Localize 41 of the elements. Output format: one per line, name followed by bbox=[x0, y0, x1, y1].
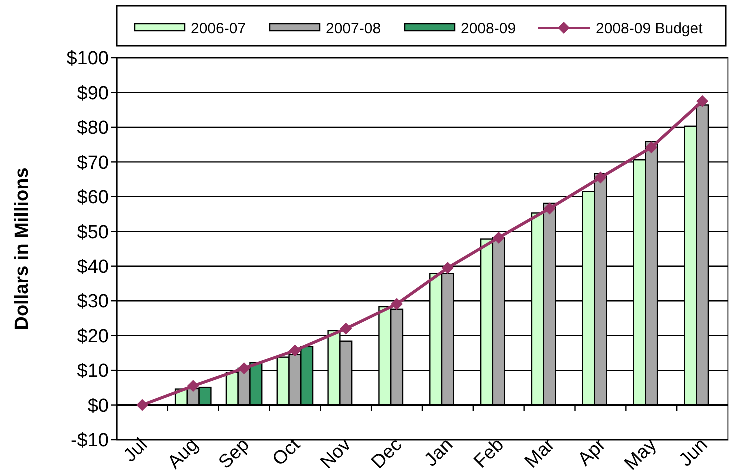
x-tick-label: Jan bbox=[420, 434, 458, 472]
x-tick-label: Mar bbox=[521, 434, 560, 473]
y-tick-label: -$10 bbox=[70, 430, 109, 452]
x-tick-label: May bbox=[620, 434, 662, 475]
point bbox=[391, 298, 404, 310]
x-tick-label: Oct bbox=[268, 434, 306, 470]
y-tick-label: $30 bbox=[77, 292, 109, 313]
y-tick-label: $20 bbox=[77, 326, 109, 348]
y-tick-label: $60 bbox=[77, 188, 109, 209]
x-tick-label: Jul bbox=[120, 434, 152, 467]
y-tick-label: $70 bbox=[77, 152, 109, 174]
point bbox=[289, 344, 302, 357]
x-tick-label: Aug bbox=[164, 434, 203, 474]
y-tick-label: $50 bbox=[77, 222, 109, 244]
point bbox=[544, 202, 556, 215]
point bbox=[594, 172, 607, 184]
y-tick-label: $100 bbox=[66, 48, 109, 70]
legend-label: 2008-09 Budget bbox=[596, 20, 704, 38]
point bbox=[238, 362, 250, 374]
legend-label: 2008-09 bbox=[461, 20, 516, 38]
x-tick-label: Sep bbox=[215, 434, 254, 474]
point bbox=[492, 232, 505, 244]
x-tick-label: Dec bbox=[368, 434, 407, 474]
y-tick-label: $40 bbox=[77, 257, 109, 278]
y-tick-label: $10 bbox=[77, 361, 109, 382]
x-tick-label: Feb bbox=[470, 434, 508, 473]
point bbox=[696, 95, 709, 108]
x-tick-label: Jun bbox=[676, 434, 712, 472]
y-tick-label: $90 bbox=[77, 83, 109, 104]
y-tick-label: $0 bbox=[88, 396, 109, 417]
point bbox=[187, 380, 200, 392]
point bbox=[646, 142, 658, 154]
point bbox=[442, 262, 454, 274]
point bbox=[136, 399, 148, 412]
point bbox=[340, 322, 352, 335]
x-tick-label: Apr bbox=[574, 434, 611, 470]
y-tick-label: $80 bbox=[77, 118, 109, 140]
x-tick-label: Nov bbox=[316, 434, 356, 474]
legend-label: 2007-08 bbox=[326, 20, 382, 38]
legend-label: 2006-07 bbox=[191, 20, 246, 38]
y-axis-title: Dollars in Millions bbox=[12, 168, 33, 330]
